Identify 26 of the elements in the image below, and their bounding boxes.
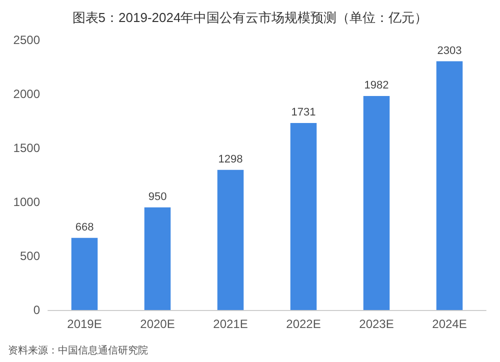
bar xyxy=(436,61,463,310)
y-tick-label: 500 xyxy=(20,249,40,263)
text: 资料来源：中国信息通信研究院 xyxy=(8,344,148,356)
y-tick-label: 0 xyxy=(33,303,40,317)
bar xyxy=(363,96,390,310)
x-tick-label: 2019E xyxy=(67,317,102,331)
x-tick-label: 2024E xyxy=(432,317,467,331)
x-tick-label: 2020E xyxy=(140,317,175,331)
bar xyxy=(290,123,317,310)
data-label: 1982 xyxy=(364,79,389,92)
bar xyxy=(217,170,244,310)
data-label: 668 xyxy=(75,221,94,234)
bar xyxy=(144,207,171,310)
x-tick-label: 2022E xyxy=(286,317,321,331)
data-label: 1731 xyxy=(291,106,316,119)
x-tick-label: 2021E xyxy=(213,317,248,331)
bar xyxy=(71,238,98,310)
y-tick-label: 1000 xyxy=(13,195,40,209)
y-tick-label: 2500 xyxy=(13,33,40,47)
data-label: 2303 xyxy=(437,44,462,57)
data-label: 1298 xyxy=(218,153,243,166)
chart-title: 图表5：2019-2024年中国公有云市场规模预测（单位：亿元） xyxy=(72,10,428,25)
y-tick-label: 1500 xyxy=(13,141,40,155)
y-tick-label: 2000 xyxy=(13,87,40,101)
x-tick-label: 2023E xyxy=(359,317,394,331)
data-label: 950 xyxy=(148,190,167,203)
